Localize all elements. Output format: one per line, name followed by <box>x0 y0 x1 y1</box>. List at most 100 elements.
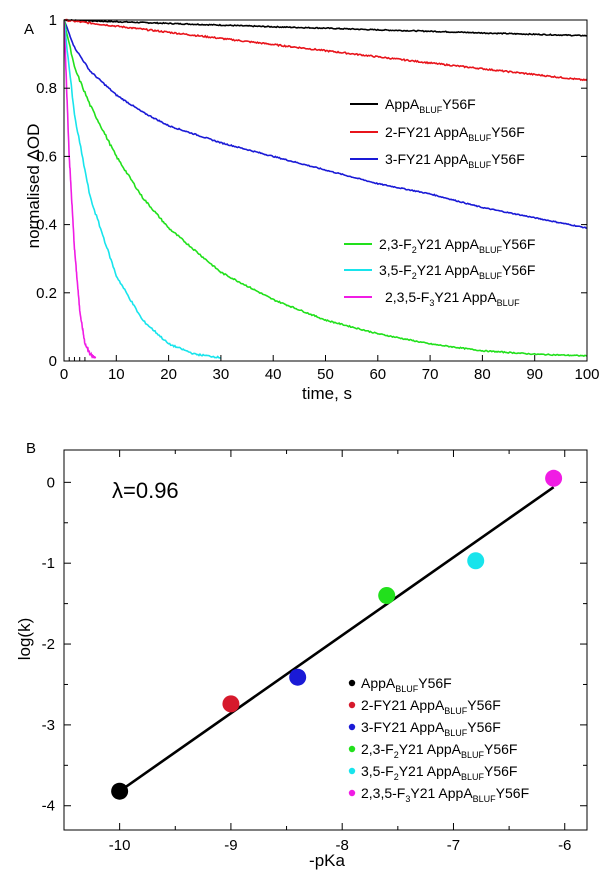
legend-label-4-part: 3,5-F <box>379 262 412 278</box>
panel-b-x-tick-label-1: -9 <box>224 837 237 854</box>
legend-label-0-part: BLUF <box>395 684 419 694</box>
legend-label-4-part: 3,5-F <box>361 763 394 779</box>
panel-a-x-tick-label-9: 90 <box>526 366 543 383</box>
panel-b-x-tick-label-0: -10 <box>109 837 131 854</box>
legend-label-2-part: BLUF <box>468 160 492 170</box>
legend-label-3-part: Y21 AppA <box>417 236 480 252</box>
panel-a-y-axis-label: normalised ΔOD <box>24 124 43 249</box>
legend-marker-0 <box>348 679 356 687</box>
panel-a-frame <box>63 19 588 362</box>
legend-label-3-part: 2 <box>394 750 399 760</box>
legend-label-3: 2,3-F2Y21 AppABLUFY56F <box>379 236 535 255</box>
legend-label-0-part: BLUF <box>419 105 443 115</box>
panel-a-x-tick-label-3: 30 <box>213 366 230 383</box>
legend-marker-4 <box>348 767 356 775</box>
legend-marker-5 <box>348 789 356 797</box>
panel-a-letter: A <box>24 21 34 38</box>
legend-label-5-part: Y21 AppA <box>434 289 497 305</box>
legend-label-5-part: Y56F <box>496 785 529 801</box>
panel-a-x-tick-label-7: 70 <box>422 366 439 383</box>
panel-b-letter: B <box>26 440 36 457</box>
legend-marker-2 <box>348 723 356 731</box>
legend-label-1-part: Y56F <box>467 697 500 713</box>
legend-label-0-part: Y56F <box>442 96 475 112</box>
legend-label-5-part: 2,3,5-F <box>361 785 405 801</box>
legend-label-2: 3-FY21 AppABLUFY56F <box>361 719 501 738</box>
legend-label-3-part: 2,3-F <box>361 741 394 757</box>
lambda-annotation: λ=0.96 <box>112 478 179 503</box>
legend-label-3-part: Y56F <box>502 236 535 252</box>
panel-a-x-tick-label-5: 50 <box>317 366 334 383</box>
legend-label-1: 2-FY21 AppABLUFY56F <box>385 124 525 143</box>
legend-label-1-part: Y56F <box>491 124 524 140</box>
series-line-1 <box>64 18 587 82</box>
panel-b-y-tick-label-3: -3 <box>42 717 55 734</box>
panel-b-y-tick-label-1: -1 <box>42 555 55 572</box>
panel-a-x-tick-label-1: 10 <box>108 366 125 383</box>
panel-b-bronsted-plot: B log(k) -pKa λ=0.96 -10 -9 -8 -7 -6 0 -1 -2 -3 -… <box>15 440 588 870</box>
panel-a-x-tick-label-8: 80 <box>474 366 491 383</box>
legend-marker-1 <box>348 701 356 709</box>
legend-label-3-part: 2 <box>412 245 417 255</box>
legend-label-1-part: BLUF <box>468 133 492 143</box>
panel-a-x-tick-label-2: 20 <box>160 366 177 383</box>
legend-label-5-part: BLUF <box>497 298 521 308</box>
legend-label-4: 3,5-F2Y21 AppABLUFY56F <box>361 763 517 782</box>
legend-label-4-part: Y21 AppA <box>399 763 462 779</box>
data-point-1 <box>222 695 240 713</box>
legend-label-1: 2-FY21 AppABLUFY56F <box>361 697 501 716</box>
series-line-4 <box>64 22 221 359</box>
series-line-3 <box>64 19 587 358</box>
legend-label-0: AppABLUFY56F <box>385 96 476 115</box>
legend-label-2-part: 3-FY21 AppA <box>385 151 469 167</box>
panel-a-x-tick-label-10: 100 <box>574 366 599 383</box>
legend-label-4-part: Y56F <box>502 262 535 278</box>
panel-b-y-tick-label-0: 0 <box>47 474 55 491</box>
legend-label-3-part: BLUF <box>479 245 503 255</box>
legend-label-5-part: 3 <box>429 298 434 308</box>
legend-label-3-part: Y21 AppA <box>399 741 462 757</box>
legend-label-4-part: BLUF <box>461 772 485 782</box>
legend-label-5-part: BLUF <box>473 794 497 804</box>
panel-a-x-tick-label-6: 60 <box>369 366 386 383</box>
legend-label-4-part: Y21 AppA <box>417 262 480 278</box>
panel-b-x-axis-label: -pKa <box>309 851 345 870</box>
legend-label-5-part: 2,3,5-F <box>385 289 429 305</box>
panel-a-traces <box>64 18 587 359</box>
legend-label-0: AppABLUFY56F <box>361 675 452 694</box>
data-point-2 <box>289 668 307 686</box>
panel-a-y-tick-label-1: 0.2 <box>36 285 57 302</box>
legend-label-4: 3,5-F2Y21 AppABLUFY56F <box>379 262 535 281</box>
panel-a-x-tick-label-4: 40 <box>265 366 282 383</box>
legend-label-3-part: 2,3-F <box>379 236 412 252</box>
panel-b-x-tick-label-4: -6 <box>558 837 571 854</box>
panel-b-frame <box>63 449 588 831</box>
legend-label-3-part: BLUF <box>461 750 485 760</box>
panel-a-x-axis-label: time, s <box>302 384 352 403</box>
data-point-3 <box>378 587 396 605</box>
legend-label-2-part: Y56F <box>491 151 524 167</box>
panel-b-y-tick-label-4: -4 <box>42 798 55 815</box>
legend-label-1-part: 2-FY21 AppA <box>385 124 469 140</box>
panel-a-y-tick-label-2: 0.4 <box>36 217 57 234</box>
panel-b-x-tick-label-2: -8 <box>336 837 349 854</box>
panel-b-x-tick-label-3: -7 <box>447 837 460 854</box>
legend-label-3: 2,3-F2Y21 AppABLUFY56F <box>361 741 517 760</box>
legend-label-0-part: AppA <box>361 675 396 691</box>
panel-a-kinetics-chart: A normalised ΔOD time, s 0 10 20 30 40 50 60 70… <box>24 12 600 403</box>
panel-a-y-tick-label-4: 0.8 <box>36 80 57 97</box>
legend-label-4-part: BLUF <box>479 271 503 281</box>
legend-label-5-part: 3 <box>405 794 410 804</box>
legend-label-4-part: 2 <box>412 271 417 281</box>
legend-label-5: 2,3,5-F3Y21 AppABLUF <box>385 289 520 308</box>
legend-label-0-part: Y56F <box>418 675 451 691</box>
series-line-5 <box>64 21 97 359</box>
panel-b-y-axis-label: log(k) <box>15 618 34 661</box>
fit-line <box>118 486 555 793</box>
panel-a-y-tick-label-0: 0 <box>49 353 57 370</box>
panel-a-y-tick-label-3: 0.6 <box>36 148 57 165</box>
legend-label-5: 2,3,5-F3Y21 AppABLUFY56F <box>361 785 529 804</box>
panel-a-x-tick-label-0: 0 <box>60 366 68 383</box>
legend-label-2: 3-FY21 AppABLUFY56F <box>385 151 525 170</box>
legend-marker-3 <box>348 745 356 753</box>
